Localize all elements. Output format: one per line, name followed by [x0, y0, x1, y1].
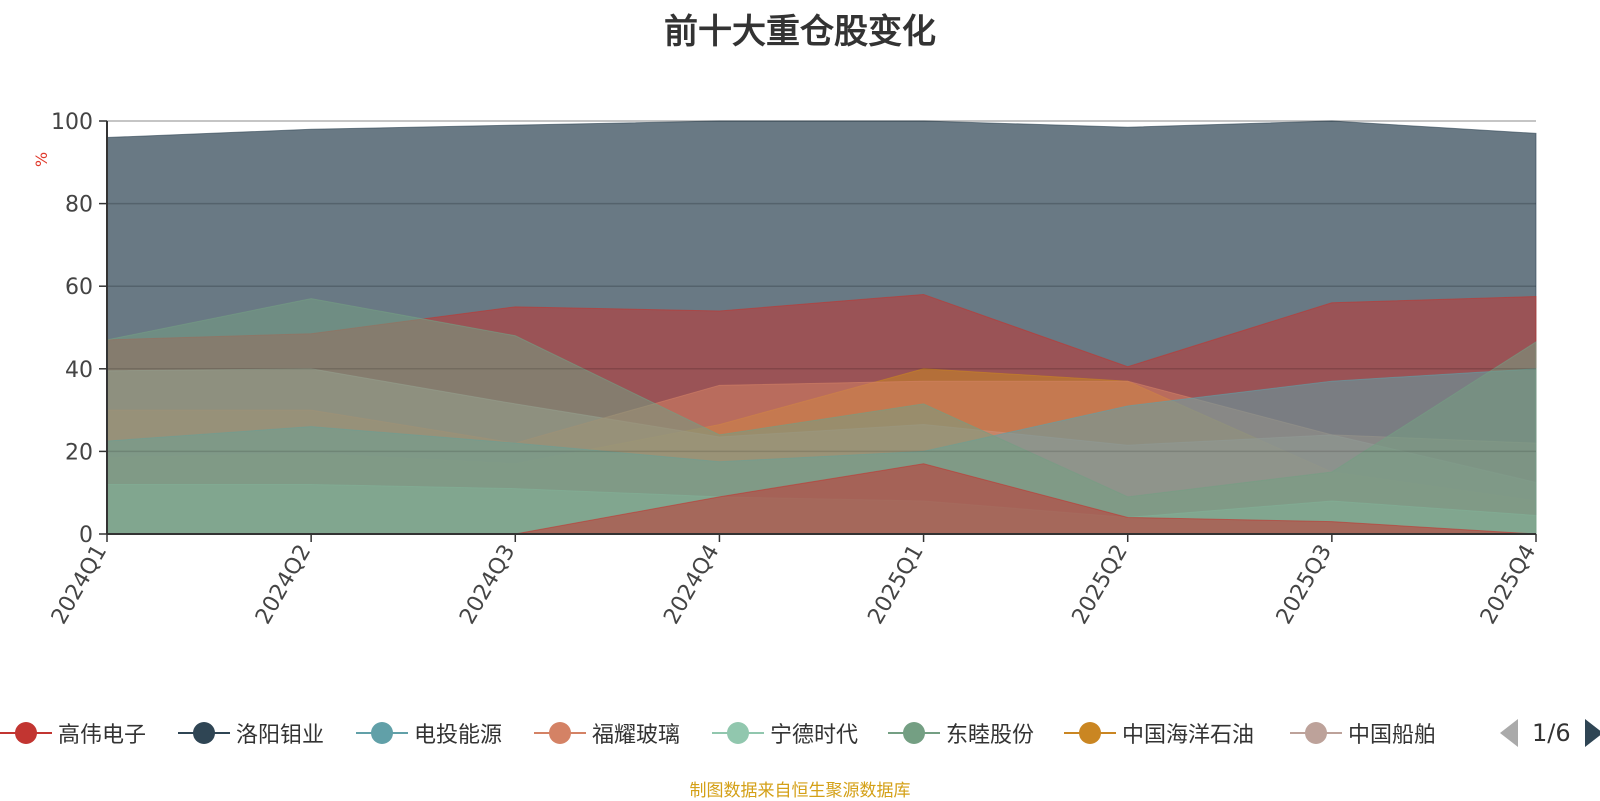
legend-marker-icon [356, 716, 408, 750]
legend-item[interactable]: 中国海洋石油 [1064, 716, 1254, 750]
legend-item[interactable]: 东睦股份 [888, 716, 1034, 750]
legend-marker-icon [178, 716, 230, 750]
legend-item[interactable]: 电投能源 [356, 716, 502, 750]
y-tick-label: 0 [79, 523, 93, 548]
y-tick-label: 60 [65, 275, 93, 300]
legend-item[interactable]: 洛阳钼业 [178, 716, 324, 750]
x-tick-label: 2024Q1 [47, 541, 112, 629]
legend-label: 电投能源 [414, 723, 503, 748]
legend-item[interactable]: 福耀玻璃 [534, 716, 680, 750]
legend-item[interactable]: 高伟电子 [0, 716, 146, 750]
area-series-7 [106, 298, 1537, 535]
legend-prev-arrow-icon[interactable] [1500, 719, 1518, 747]
legend-marker-icon [0, 716, 52, 750]
x-tick-label: 2024Q2 [251, 541, 316, 629]
legend-label: 福耀玻璃 [592, 723, 681, 748]
x-tick-label: 2025Q1 [863, 541, 928, 629]
y-tick-label: 20 [65, 440, 93, 465]
legend-marker-icon [712, 716, 764, 750]
legend-marker-icon [1290, 716, 1342, 750]
legend-page-indicator: 1/6 [1532, 719, 1571, 747]
legend-label: 宁德时代 [770, 723, 859, 748]
x-tick-label: 2024Q4 [659, 541, 724, 629]
x-tick-label: 2025Q3 [1272, 541, 1337, 629]
y-tick-label: 40 [65, 358, 93, 383]
legend: 高伟电子 洛阳钼业 电投能源 福耀玻璃 宁德时代 东睦股份 中国海洋石油 中国船舶 [0, 716, 1600, 750]
stacked-area-chart: 0 20 40 60 80 100 2024Q1 2024Q2 2024Q3 2024Q4 2025… [47, 110, 1541, 629]
legend-marker-icon [888, 716, 940, 750]
data-source-note: 制图数据来自恒生聚源数据库 [689, 781, 911, 801]
legend-label: 洛阳钼业 [236, 723, 325, 748]
x-tick-label: 2025Q4 [1476, 541, 1541, 629]
legend-label: 中国船舶 [1348, 723, 1437, 748]
x-tick-label: 2025Q2 [1068, 541, 1133, 629]
legend-next-arrow-icon[interactable] [1584, 719, 1600, 747]
legend-label: 中国海洋石油 [1122, 723, 1255, 748]
x-tick-label: 2024Q3 [455, 541, 520, 629]
y-tick-label: 100 [51, 110, 93, 135]
legend-item[interactable]: 宁德时代 [712, 716, 858, 750]
legend-marker-icon [534, 716, 586, 750]
legend-label: 高伟电子 [58, 723, 147, 748]
legend-pager: 1/6 [1500, 716, 1600, 750]
y-tick-label: 80 [65, 193, 93, 218]
legend-item[interactable]: 中国船舶 [1290, 716, 1436, 750]
legend-marker-icon [1064, 716, 1116, 750]
legend-label: 东睦股份 [946, 723, 1035, 748]
chart-title: 前十大重仓股变化 [664, 12, 936, 52]
